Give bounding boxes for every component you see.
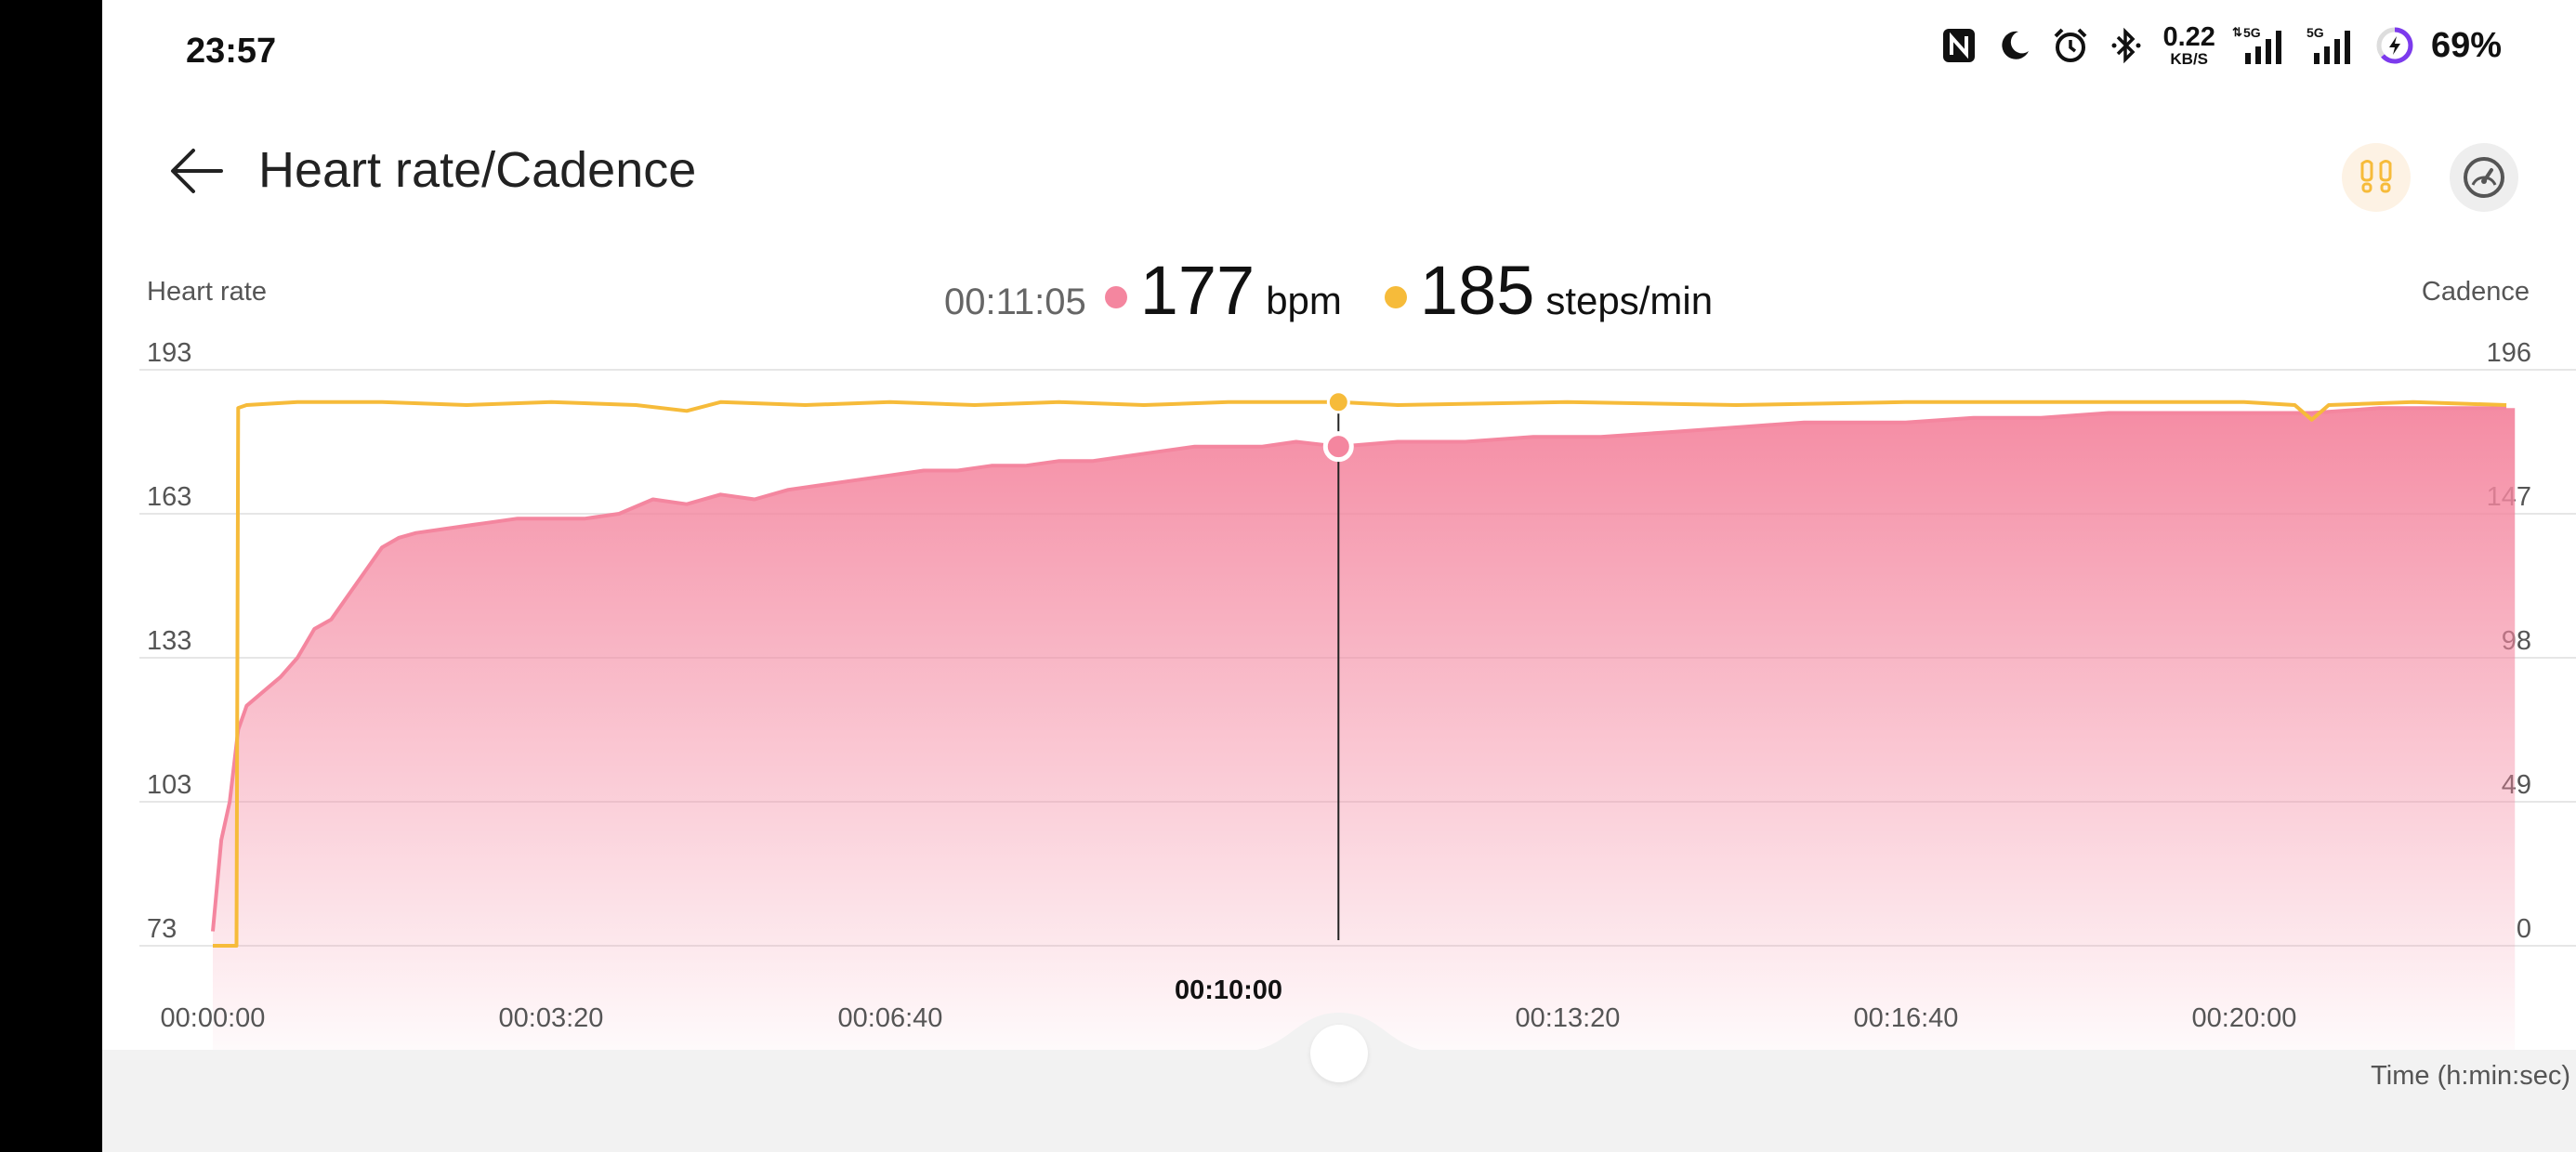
speedometer-icon bbox=[2464, 157, 2504, 198]
x-tick-label: 00:00:00 bbox=[160, 1003, 266, 1033]
readout-time: 00:11:05 bbox=[944, 281, 1086, 322]
arrow-left-icon bbox=[171, 149, 223, 193]
moon-icon bbox=[1995, 24, 2034, 67]
status-time: 23:57 bbox=[186, 32, 277, 71]
right-tick-label: 196 bbox=[2486, 338, 2531, 368]
left-axis-title: Heart rate bbox=[147, 277, 267, 307]
battery-charging-icon bbox=[2375, 24, 2414, 67]
x-tick-label: 00:16:40 bbox=[1853, 1003, 1959, 1033]
nfc-icon bbox=[1939, 24, 1978, 67]
battery-percent: 69% bbox=[2430, 25, 2502, 65]
left-black-bar bbox=[0, 0, 102, 1152]
right-tick-label: 0 bbox=[2516, 914, 2531, 944]
readout-heart-rate: 177 bbox=[1139, 252, 1255, 329]
network-speed: 0.22 KB/S bbox=[2162, 22, 2215, 68]
readout-cadence-unit: steps/min bbox=[1545, 279, 1714, 322]
heart-rate-area bbox=[213, 408, 2516, 1050]
heart-rate-legend-dot bbox=[1104, 286, 1127, 308]
footprints-icon bbox=[2360, 160, 2392, 193]
timeline-slider-handle[interactable] bbox=[1310, 1025, 1368, 1082]
x-tick-label: 00:03:20 bbox=[498, 1003, 604, 1033]
x-axis-title: Time (h:min:sec) bbox=[2371, 1061, 2570, 1091]
svg-text:5G: 5G bbox=[2307, 25, 2324, 40]
x-tick-label-highlighted: 00:10:00 bbox=[1174, 975, 1283, 1005]
left-tick-label: 73 bbox=[147, 914, 177, 944]
signal-icon: 5G bbox=[2307, 24, 2359, 67]
x-tick-label: 00:20:00 bbox=[2191, 1003, 2297, 1033]
back-button[interactable] bbox=[165, 137, 232, 204]
alarm-icon bbox=[2051, 24, 2090, 67]
left-tick-label: 103 bbox=[147, 770, 192, 800]
svg-text:⇅: ⇅ bbox=[2232, 25, 2242, 39]
selected-point-readout: 00:11:05 177 bpm 185 steps/min bbox=[944, 251, 1755, 330]
x-tick-label: 00:13:20 bbox=[1515, 1003, 1621, 1033]
left-tick-label: 133 bbox=[147, 626, 192, 656]
cadence-line bbox=[213, 399, 2507, 948]
left-tick-label: 163 bbox=[147, 482, 192, 512]
cadence-legend-dot bbox=[1384, 286, 1407, 308]
readout-cadence: 185 bbox=[1419, 252, 1535, 329]
bluetooth-icon bbox=[2107, 24, 2146, 67]
cadence-toggle-button[interactable] bbox=[2342, 143, 2411, 212]
heart-rate-line bbox=[211, 406, 2507, 932]
heart-rate-point-marker bbox=[1322, 431, 1354, 463]
page-title: Heart rate/Cadence bbox=[258, 142, 697, 198]
right-axis-title: Cadence bbox=[2421, 277, 2530, 307]
cadence-point-marker bbox=[1326, 390, 1350, 414]
svg-text:5G: 5G bbox=[2243, 25, 2261, 40]
left-tick-label: 193 bbox=[147, 338, 192, 368]
speed-toggle-button[interactable] bbox=[2450, 143, 2518, 212]
readout-heart-rate-unit: bpm bbox=[1266, 279, 1342, 322]
status-bar-right: 0.22 KB/S ⇅ 5G 5G 69% bbox=[1939, 24, 2502, 67]
x-tick-label: 00:06:40 bbox=[837, 1003, 943, 1033]
signal-icon: ⇅ 5G bbox=[2232, 24, 2290, 67]
